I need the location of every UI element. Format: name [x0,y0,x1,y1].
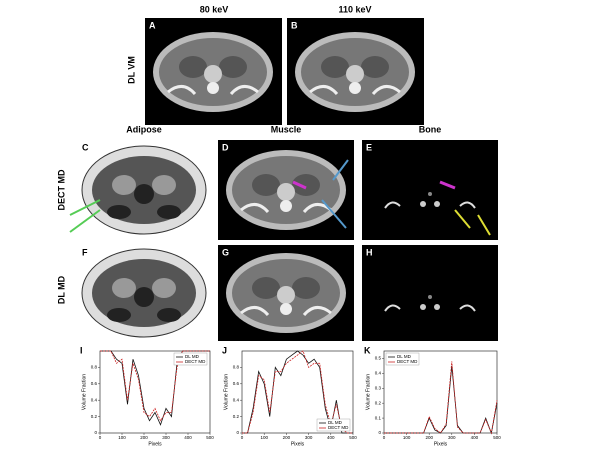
column-header: 80 keV [200,4,229,14]
ct-image [81,248,207,338]
panel-label: F [82,247,88,257]
x-tick-label: 500 [206,435,214,440]
y-tick-label: 0.2 [375,400,382,405]
arrow [292,180,307,190]
ct-image [81,145,207,235]
row-header: DL VM [126,56,136,84]
y-tick-label: 0.3 [375,385,382,390]
panel-label: C [82,142,89,152]
series-line [384,361,498,435]
y-tick-label: 0.6 [91,381,98,386]
x-tick-label: 200 [425,435,433,440]
legend-entry: DECT MD [328,425,349,430]
y-axis-label: Volume Fraction [223,374,229,410]
legend-entry: DL MD [397,354,412,359]
arrow [454,209,471,229]
column-header: Muscle [271,124,302,134]
y-tick-label: 0.2 [233,414,240,419]
ct-image [224,148,348,232]
x-tick-label: 300 [162,435,170,440]
y-tick-label: 0 [236,430,239,435]
legend-entry: DECT MD [397,359,418,364]
legend-entry: DL MD [185,354,200,359]
row-header: DL MD [56,275,66,304]
column-header: Adipose [126,124,162,134]
panel-label: H [366,247,373,257]
ct-image [151,30,275,114]
panel-label: G [222,247,229,257]
x-tick-label: 100 [260,435,268,440]
y-tick-label: 0.5 [375,356,382,361]
y-axis-label: Volume Fraction [365,374,371,410]
column-header: 110 keV [338,4,371,14]
x-tick-label: 500 [349,435,357,440]
panel-label: A [149,20,156,30]
x-tick-label: 0 [241,435,244,440]
x-tick-label: 200 [140,435,148,440]
y-tick-label: 0.4 [91,397,98,402]
y-tick-label: 0.4 [375,371,382,376]
arrow [477,214,491,236]
series-line [242,350,353,434]
x-tick-label: 300 [448,435,456,440]
y-tick-label: 0 [94,430,97,435]
series-line [100,350,210,422]
x-tick-label: 400 [471,435,479,440]
y-tick-label: 0.6 [233,381,240,386]
x-tick-label: 200 [283,435,291,440]
ct-panel [362,140,498,240]
panel-label: J [222,345,227,355]
x-axis-label: Pixels [291,441,305,447]
y-tick-label: 0.2 [91,414,98,419]
x-tick-label: 100 [403,435,411,440]
arrow [439,180,456,190]
arrow [69,209,101,233]
ct-panel [362,245,498,341]
x-tick-label: 100 [118,435,126,440]
x-tick-label: 400 [184,435,192,440]
arrow [321,199,347,229]
y-tick-label: 0.8 [91,365,98,370]
legend-entry: DECT MD [185,359,206,364]
panel-label: B [291,20,298,30]
x-tick-label: 500 [493,435,501,440]
series-line [100,350,210,426]
y-tick-label: 0.1 [375,415,382,420]
x-tick-label: 400 [327,435,335,440]
x-tick-label: 300 [305,435,313,440]
x-axis-label: Pixels [148,441,162,447]
legend-entry: DL MD [328,420,343,425]
y-axis-label: Volume Fraction [81,374,87,410]
panel-label: E [366,142,372,152]
panel-label: K [364,345,371,355]
x-tick-label: 0 [383,435,386,440]
panel-label: I [80,345,83,355]
y-tick-label: 0.8 [233,365,240,370]
ct-image [293,30,417,114]
row-header: DECT MD [56,169,66,210]
ct-image [224,251,348,335]
arrow [332,159,349,181]
x-tick-label: 0 [99,435,102,440]
column-header: Bone [419,124,442,134]
y-tick-label: 0.4 [233,397,240,402]
arrow [69,199,101,216]
panel-label: D [222,142,229,152]
y-tick-label: 0 [378,430,381,435]
x-axis-label: Pixels [434,441,448,447]
